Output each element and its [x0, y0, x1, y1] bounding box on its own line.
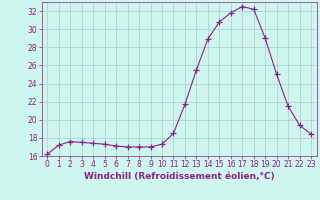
X-axis label: Windchill (Refroidissement éolien,°C): Windchill (Refroidissement éolien,°C): [84, 172, 275, 181]
